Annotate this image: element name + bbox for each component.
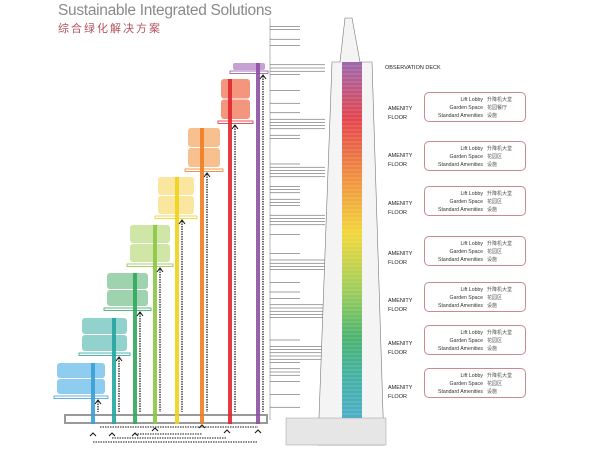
arrow-up-icon bbox=[224, 430, 230, 433]
amenity-floor-label: AMENITY FLOOR bbox=[388, 297, 418, 315]
zone-block bbox=[57, 363, 105, 378]
amenity-en: Garden Space bbox=[438, 198, 483, 206]
observation-deck-label: OBSERVATION DECK bbox=[385, 65, 441, 71]
zone-riser bbox=[256, 63, 260, 424]
zone-riser bbox=[228, 79, 232, 424]
zone-block bbox=[82, 335, 127, 351]
amenity-cn: 升降机大堂 bbox=[487, 372, 512, 380]
zone-2 bbox=[185, 128, 223, 424]
amenity-en: Garden Space bbox=[438, 337, 483, 345]
amenity-en: Standard Amenities bbox=[438, 206, 483, 214]
arrow-up-icon bbox=[152, 428, 158, 431]
zone-shelf bbox=[230, 71, 268, 74]
zone-shelf bbox=[127, 264, 173, 267]
amenity-en: Lift Lobby bbox=[438, 286, 483, 294]
amenity-cn: 设施 bbox=[487, 112, 512, 120]
amenity-floor-label: AMENITY FLOOR bbox=[388, 152, 418, 170]
amenity-cn: 花园区 bbox=[487, 198, 512, 206]
amenity-en: Standard Amenities bbox=[438, 345, 483, 353]
amenity-en: Standard Amenities bbox=[438, 161, 483, 169]
tower-color-band bbox=[342, 62, 362, 445]
amenity-en: Standard Amenities bbox=[438, 112, 483, 120]
zone-block bbox=[221, 79, 250, 99]
zone-block bbox=[130, 225, 170, 243]
amenity-info-box: Lift Lobby Garden Space Standard Amenities… bbox=[424, 186, 526, 216]
amenity-cn: 设施 bbox=[487, 345, 512, 353]
amenity-cn: 设施 bbox=[487, 302, 512, 310]
amenity-en: Garden Space bbox=[438, 380, 483, 388]
podium bbox=[286, 418, 386, 445]
amenity-cn: 升降机大堂 bbox=[487, 286, 512, 294]
amenity-en: Garden Space bbox=[438, 294, 483, 302]
arrow-up-icon bbox=[255, 430, 261, 433]
zone-riser bbox=[175, 177, 179, 424]
amenity-cn: 花园区 bbox=[487, 380, 512, 388]
zone-riser bbox=[133, 273, 137, 424]
zone-block bbox=[57, 379, 105, 394]
amenity-en: Garden Space bbox=[438, 104, 483, 112]
amenity-cn: 设施 bbox=[487, 256, 512, 264]
amenity-info-box: Lift Lobby Garden Space Standard Amenities… bbox=[424, 92, 526, 122]
zone-shelf bbox=[104, 308, 151, 311]
amenity-cn: 升降机大堂 bbox=[487, 96, 512, 104]
amenity-cn: 花园区 bbox=[487, 337, 512, 345]
zone-block bbox=[130, 244, 170, 262]
zone-riser bbox=[112, 318, 116, 424]
zone-block bbox=[107, 273, 148, 289]
zone-block bbox=[82, 318, 127, 334]
amenity-floor-label: AMENITY FLOOR bbox=[388, 105, 418, 123]
zone-3 bbox=[155, 177, 197, 424]
amenity-info-box: Lift Lobby Garden Space Standard Amenities… bbox=[424, 325, 526, 355]
amenity-cn: 升降机大堂 bbox=[487, 329, 512, 337]
amenity-cn: 升降机大堂 bbox=[487, 240, 512, 248]
amenity-cn: 花园区 bbox=[487, 248, 512, 256]
amenity-cn: 升降机大堂 bbox=[487, 145, 512, 153]
amenity-cn: 花园区 bbox=[487, 294, 512, 302]
amenity-en: Garden Space bbox=[438, 248, 483, 256]
amenity-info-box: Lift Lobby Garden Space Standard Amenities… bbox=[424, 236, 526, 266]
amenity-en: Lift Lobby bbox=[438, 329, 483, 337]
zone-riser bbox=[153, 225, 157, 424]
amenity-cn: 设施 bbox=[487, 206, 512, 214]
amenity-en: Garden Space bbox=[438, 153, 483, 161]
amenity-floor-label: AMENITY FLOOR bbox=[388, 200, 418, 218]
amenity-cn: 花园区 bbox=[487, 153, 512, 161]
amenity-en: Lift Lobby bbox=[438, 145, 483, 153]
circulation-path bbox=[93, 427, 258, 442]
amenity-cn: 设施 bbox=[487, 388, 512, 396]
amenity-cn: 花园餐厅 bbox=[487, 104, 512, 112]
zone-block bbox=[221, 100, 250, 120]
arrow-up-icon bbox=[90, 433, 96, 436]
amenity-floor-label: AMENITY FLOOR bbox=[388, 250, 418, 268]
arrow-up-icon bbox=[109, 433, 115, 436]
amenity-cn: 升降机大堂 bbox=[487, 190, 512, 198]
amenity-en: Standard Amenities bbox=[438, 256, 483, 264]
amenity-en: Lift Lobby bbox=[438, 96, 483, 104]
amenity-en: Standard Amenities bbox=[438, 302, 483, 310]
base-bar bbox=[65, 415, 267, 423]
amenity-floor-label: AMENITY FLOOR bbox=[388, 384, 418, 402]
amenity-cn: 设施 bbox=[487, 161, 512, 169]
zone-shelf bbox=[54, 396, 108, 399]
zone-riser bbox=[200, 128, 204, 424]
arrow-up-icon bbox=[199, 425, 205, 428]
zone-1 bbox=[218, 79, 253, 424]
amenity-info-box: Lift Lobby Garden Space Standard Amenities… bbox=[424, 368, 526, 398]
zone-shelf bbox=[218, 121, 253, 124]
amenity-en: Lift Lobby bbox=[438, 372, 483, 380]
amenity-en: Standard Amenities bbox=[438, 388, 483, 396]
amenity-info-box: Lift Lobby Garden Space Standard Amenities… bbox=[424, 141, 526, 171]
amenity-floor-label: AMENITY FLOOR bbox=[388, 340, 418, 358]
amenity-en: Lift Lobby bbox=[438, 190, 483, 198]
amenity-en: Lift Lobby bbox=[438, 240, 483, 248]
zone-block bbox=[107, 290, 148, 306]
zone-riser bbox=[91, 363, 95, 424]
amenity-info-box: Lift Lobby Garden Space Standard Amenities… bbox=[424, 282, 526, 312]
zone-shelf bbox=[79, 353, 130, 356]
zone-block bbox=[233, 63, 265, 70]
